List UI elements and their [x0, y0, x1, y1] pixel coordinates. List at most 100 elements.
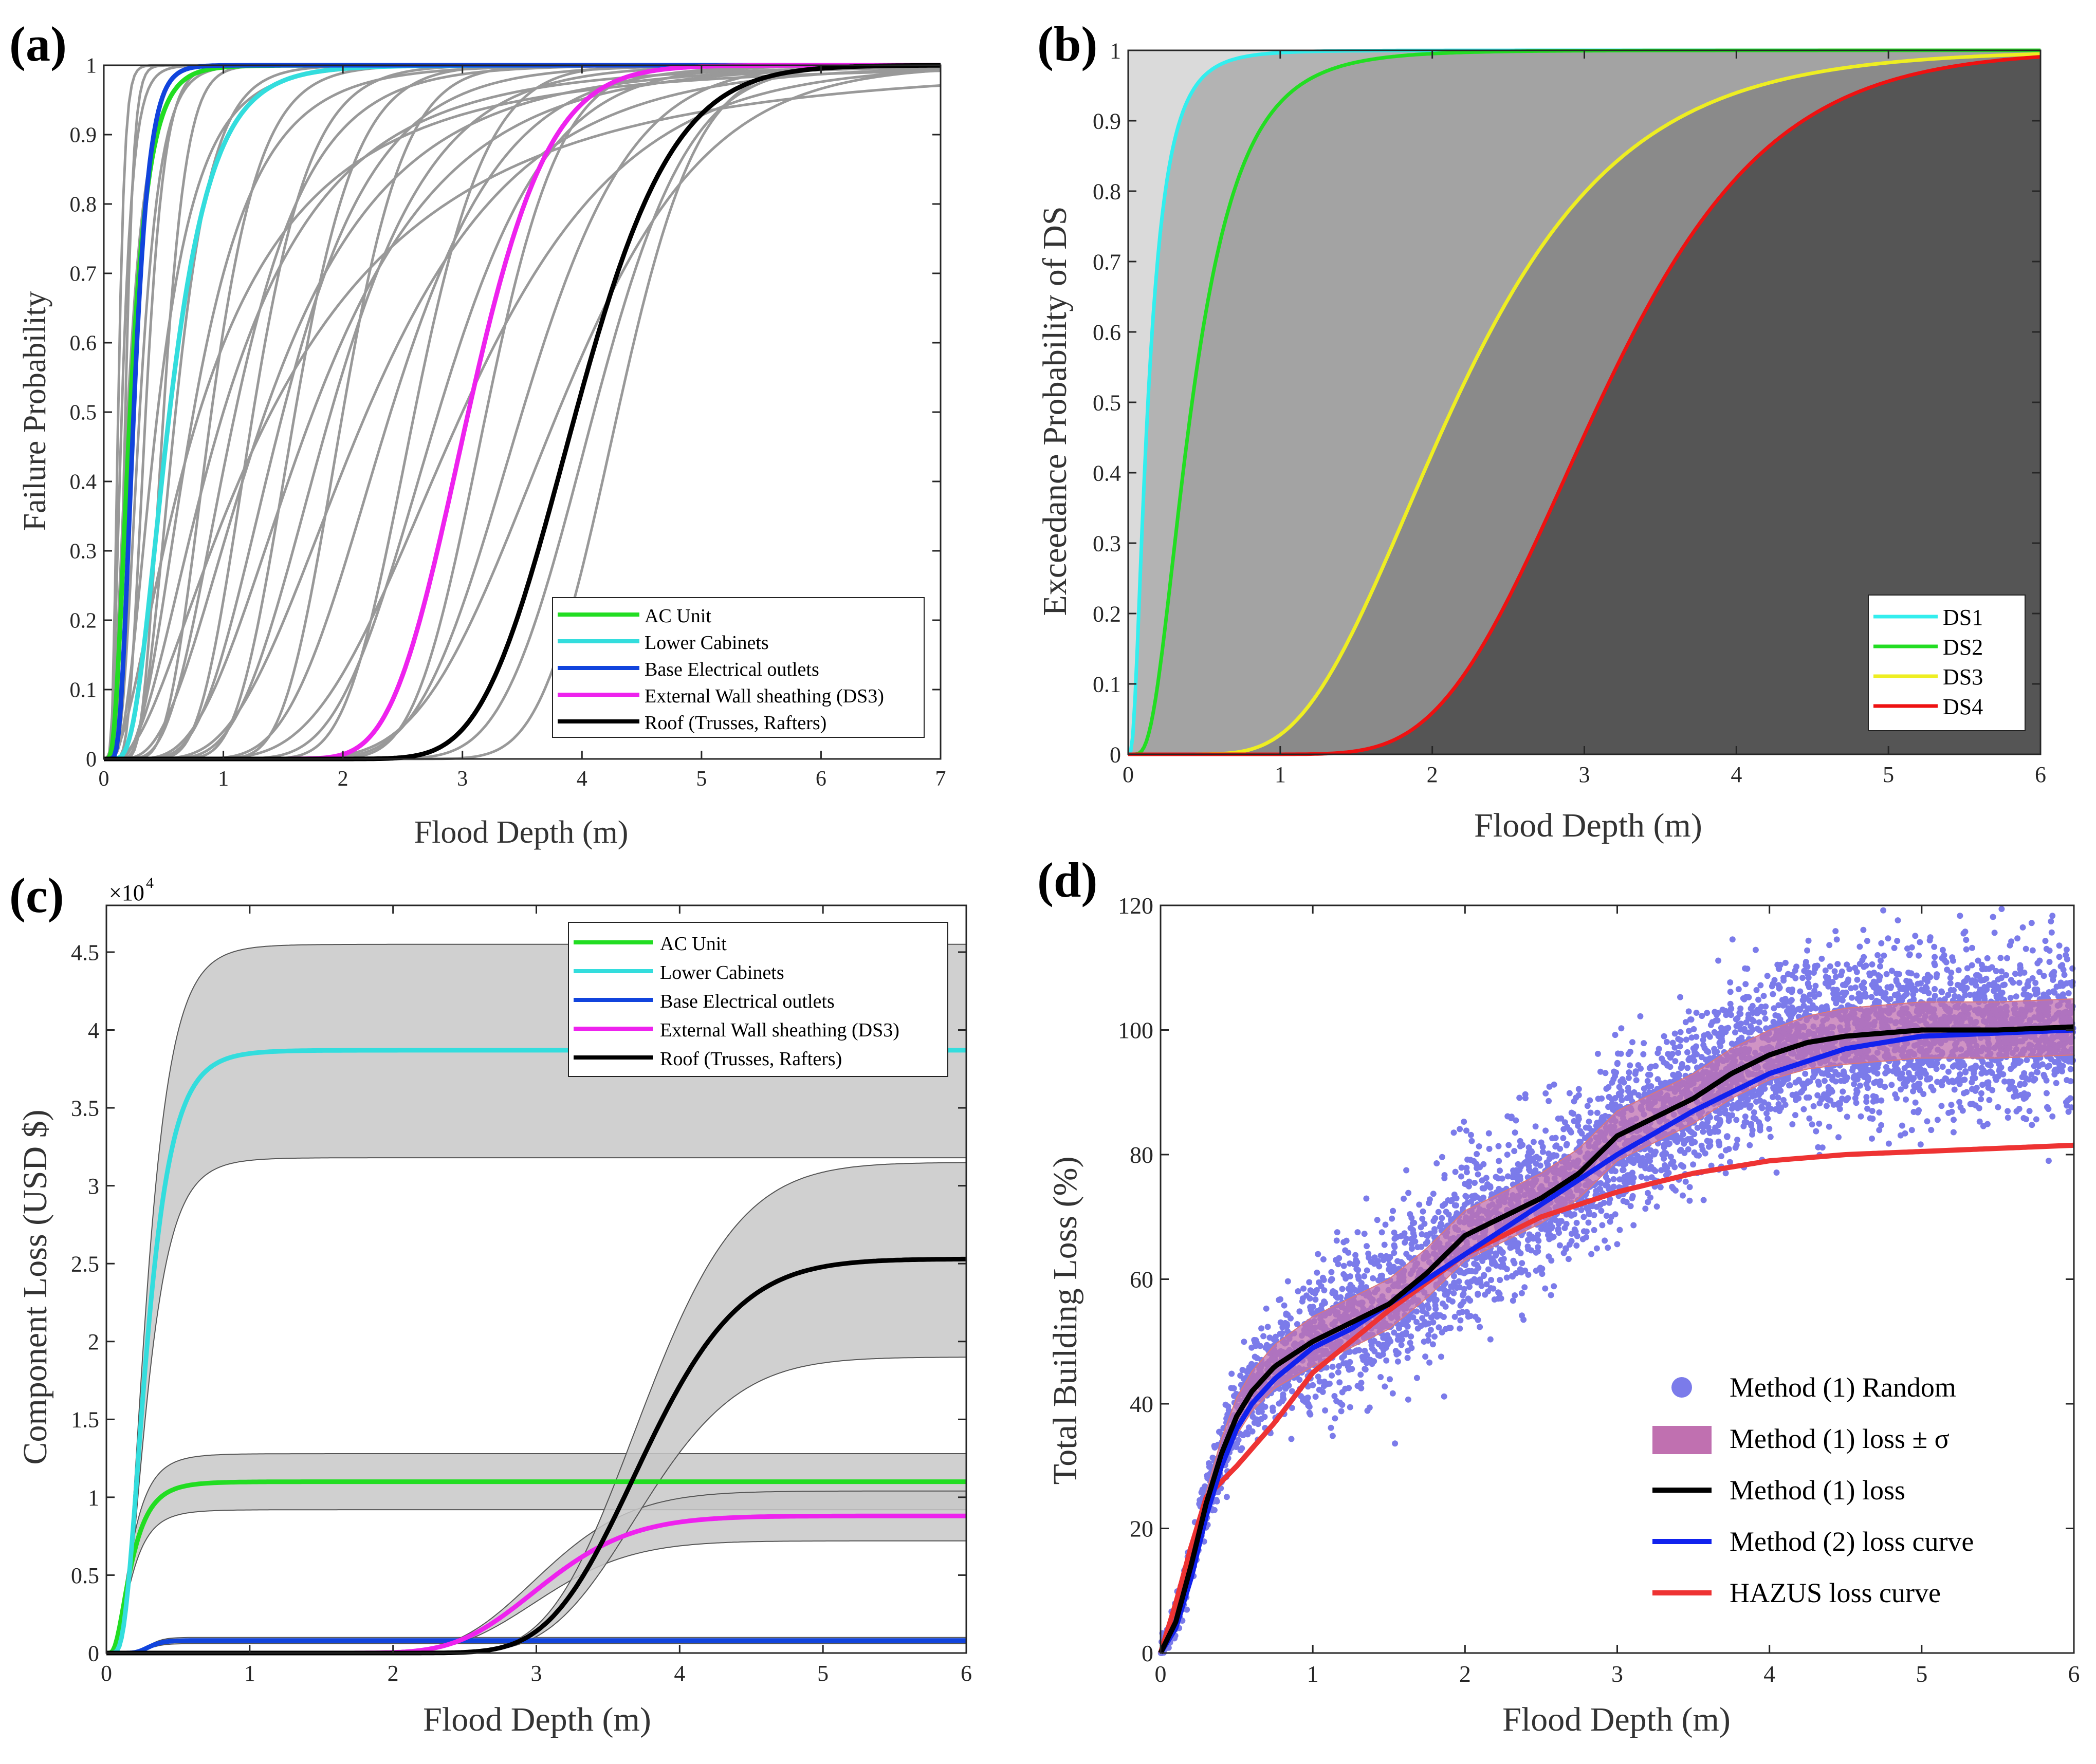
- scatter-point: [1474, 1165, 1480, 1172]
- y-tick-label: 0: [1110, 742, 1121, 767]
- scatter-point: [1836, 1106, 1843, 1112]
- legend-item: Roof (Trusses, Rafters): [574, 1048, 842, 1070]
- scatter-point: [1329, 1433, 1336, 1439]
- scatter-point: [1366, 1404, 1373, 1411]
- scatter-point: [1645, 1190, 1651, 1196]
- y-tick-label: 4: [88, 1018, 99, 1043]
- x-tick-label: 5: [1883, 762, 1894, 787]
- scatter-point: [1345, 1249, 1352, 1256]
- scatter-point: [1427, 1327, 1434, 1333]
- scatter-point: [1895, 982, 1902, 988]
- scatter-point: [1598, 1208, 1605, 1214]
- scatter-point: [1585, 1219, 1592, 1226]
- scatter-point: [1677, 1037, 1684, 1044]
- scatter-point: [1835, 996, 1842, 1002]
- scatter-point: [1787, 1082, 1793, 1088]
- scatter-point: [1461, 1286, 1467, 1292]
- scatter-point: [1672, 1058, 1679, 1065]
- scatter-point: [1503, 1274, 1510, 1281]
- scatter-point: [1908, 1127, 1915, 1134]
- scatter-point: [1361, 1273, 1368, 1279]
- y-tick-label: 1: [86, 54, 97, 78]
- scatter-point: [1878, 1122, 1885, 1128]
- scatter-point: [1458, 1164, 1465, 1171]
- axes: 0 1 2 3 4 5 6 700.10.20.30.40.50.60.70.80.91: [70, 54, 946, 791]
- scatter-point: [1656, 1046, 1662, 1052]
- scatter-point: [1474, 1150, 1480, 1157]
- scatter-point: [1552, 1143, 1559, 1150]
- scatter-point: [1677, 1043, 1683, 1050]
- legend-item: Base Electrical outlets: [574, 991, 835, 1012]
- scatter-point: [1587, 1097, 1593, 1104]
- scatter-point: [2032, 979, 2039, 986]
- scatter-point: [1780, 1097, 1787, 1103]
- scatter-point: [1969, 962, 1975, 969]
- scatter-point: [1542, 1127, 1549, 1134]
- scatter-point: [1856, 943, 1863, 950]
- scatter-point: [1754, 1010, 1760, 1016]
- scatter-point: [1833, 987, 1840, 993]
- scatter-point: [1320, 1277, 1327, 1283]
- scatter-point: [1260, 1333, 1267, 1340]
- scatter-point: [1312, 1296, 1319, 1303]
- scatter-point: [1682, 1019, 1689, 1026]
- scatter-point: [1775, 1094, 1781, 1101]
- scatter-point: [1859, 982, 1865, 989]
- scatter-point: [2029, 947, 2036, 954]
- plot-area: [1157, 906, 2076, 1656]
- y-tick-label: 0.5: [1093, 390, 1121, 415]
- scatter-point: [2061, 972, 2068, 978]
- scatter-point: [2057, 963, 2064, 970]
- scatter-point: [1757, 1127, 1763, 1134]
- scatter-point: [1989, 964, 1995, 971]
- scatter-point: [1240, 1376, 1247, 1382]
- scatter-point: [1888, 1082, 1895, 1088]
- scatter-point: [1754, 1026, 1761, 1032]
- scatter-point: [1280, 1391, 1286, 1398]
- scatter-point: [1612, 1211, 1619, 1218]
- scatter-point: [2026, 1108, 2033, 1115]
- scatter-point: [1463, 1127, 1469, 1134]
- scatter-point: [1184, 1606, 1190, 1613]
- scatter-point: [1513, 1117, 1519, 1124]
- axes: 0 1 2 3 4 5 600.10.20.30.40.50.60.70.80.91: [1093, 38, 2046, 787]
- scatter-point: [1704, 1010, 1711, 1016]
- scatter-point: [1461, 1201, 1468, 1208]
- scatter-point: [1942, 1075, 1948, 1082]
- scatter-point: [1958, 985, 1964, 992]
- legend-item: Roof (Trusses, Rafters): [558, 712, 826, 734]
- scatter-point: [1457, 1317, 1464, 1324]
- scatter-point: [1834, 961, 1841, 968]
- scatter-point: [1816, 991, 1823, 997]
- scatter-point: [1934, 1117, 1941, 1123]
- scatter-point: [1782, 995, 1789, 1002]
- scatter-point: [1306, 1279, 1313, 1286]
- scatter-point: [1812, 963, 1818, 969]
- scatter-point: [1698, 1054, 1705, 1061]
- scatter-point: [1714, 1017, 1721, 1024]
- y-tick-label: 0.3: [70, 540, 97, 564]
- legend-label: AC Unit: [645, 605, 711, 627]
- scatter-point: [1626, 1172, 1632, 1178]
- scatter-point: [1800, 1002, 1807, 1009]
- scatter-point: [1283, 1311, 1290, 1318]
- scatter-point: [1307, 1411, 1314, 1418]
- legend-item: External Wall sheathing (DS3): [574, 1019, 899, 1041]
- scatter-point: [1749, 1002, 1756, 1009]
- scatter-point: [1684, 1049, 1690, 1055]
- panel-a: (a) 0 1 2 3 4 5 6 700.10.20.30.40.50.60.70.80.9…: [9, 16, 946, 850]
- scatter-point: [1864, 938, 1870, 944]
- scatter-point: [1719, 1007, 1726, 1013]
- scatter-point: [1792, 975, 1799, 981]
- scatter-point: [1383, 1357, 1390, 1364]
- scatter-point: [1642, 1205, 1649, 1212]
- y-tick-label: 0.3: [1093, 531, 1121, 556]
- scatter-point: [1863, 1099, 1870, 1105]
- scatter-point: [1724, 1134, 1731, 1140]
- scatter-point: [1281, 1302, 1288, 1309]
- scatter-point: [1832, 974, 1839, 980]
- scatter-point: [1486, 1145, 1493, 1152]
- scatter-point: [1533, 1154, 1540, 1160]
- scatter-point: [1711, 1029, 1718, 1035]
- scatter-point: [1933, 1066, 1940, 1072]
